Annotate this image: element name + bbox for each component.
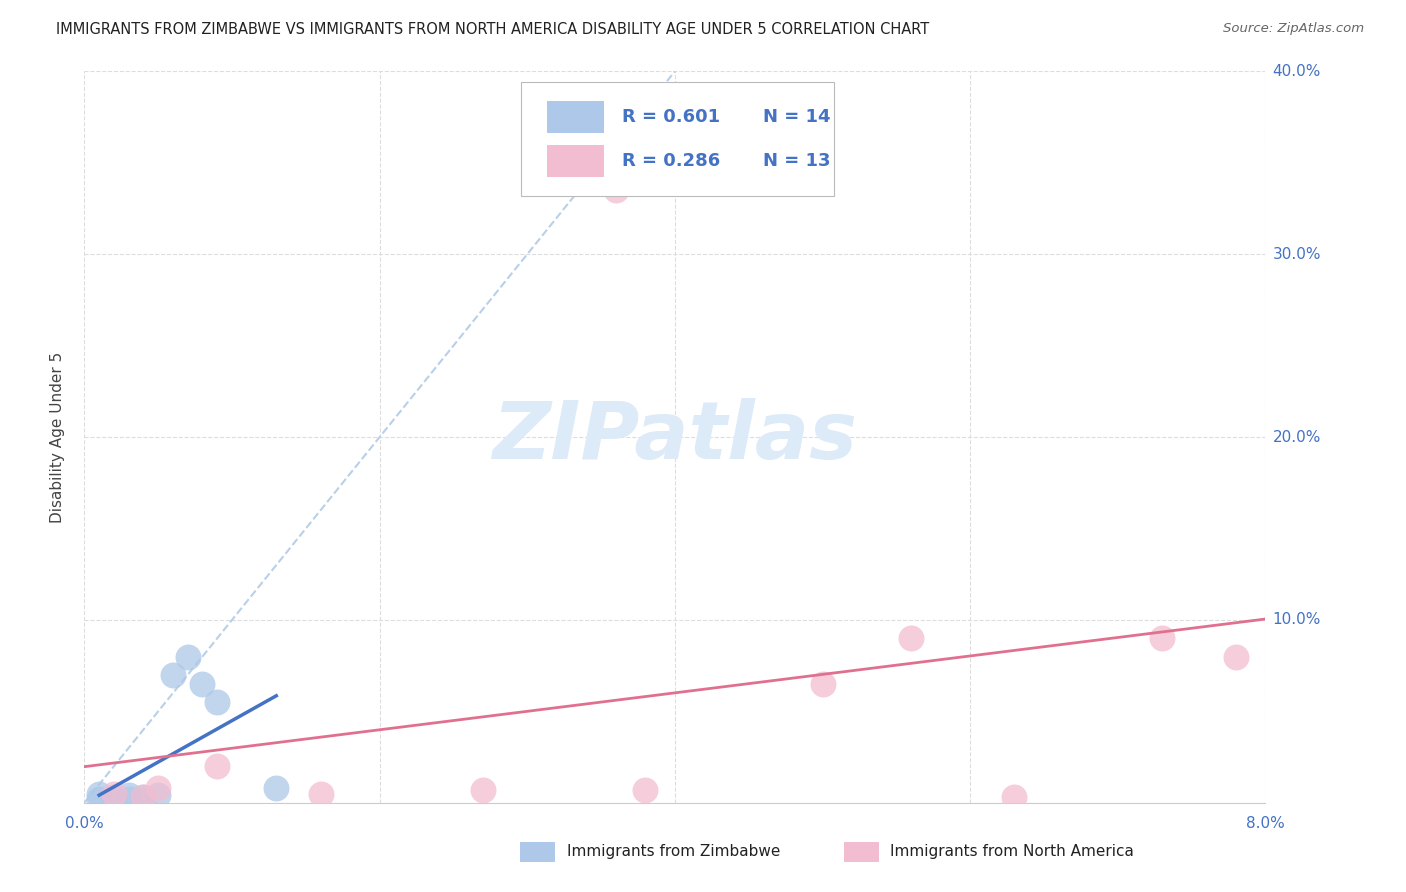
- Point: [148, 789, 170, 803]
- Point: [1004, 790, 1026, 805]
- Point: [132, 794, 155, 808]
- Point: [205, 695, 228, 709]
- Point: [472, 783, 495, 797]
- Point: [118, 792, 141, 806]
- Text: R = 0.286: R = 0.286: [621, 152, 720, 169]
- Text: N = 13: N = 13: [763, 152, 831, 169]
- Y-axis label: Disability Age Under 5: Disability Age Under 5: [51, 351, 65, 523]
- Point: [309, 787, 332, 801]
- Point: [148, 781, 170, 796]
- Text: 30.0%: 30.0%: [1272, 247, 1320, 261]
- Point: [87, 792, 111, 806]
- Text: 8.0%: 8.0%: [1246, 816, 1285, 831]
- Text: R = 0.601: R = 0.601: [621, 108, 720, 127]
- Point: [177, 649, 200, 664]
- Point: [811, 677, 834, 691]
- Point: [103, 787, 125, 801]
- Point: [264, 781, 288, 796]
- Point: [103, 790, 125, 805]
- Point: [87, 787, 111, 801]
- Text: 40.0%: 40.0%: [1272, 64, 1320, 78]
- Text: 20.0%: 20.0%: [1272, 430, 1320, 444]
- Text: 10.0%: 10.0%: [1272, 613, 1320, 627]
- Point: [605, 183, 627, 197]
- Text: Immigrants from North America: Immigrants from North America: [890, 845, 1133, 859]
- Point: [634, 783, 657, 797]
- Point: [132, 790, 155, 805]
- FancyBboxPatch shape: [547, 102, 605, 133]
- Point: [205, 759, 228, 773]
- FancyBboxPatch shape: [522, 82, 834, 195]
- Text: 0.0%: 0.0%: [65, 816, 104, 831]
- Text: N = 14: N = 14: [763, 108, 831, 127]
- Point: [103, 794, 125, 808]
- Point: [118, 789, 141, 803]
- Point: [132, 790, 155, 805]
- Point: [162, 667, 184, 681]
- Text: ZIPatlas: ZIPatlas: [492, 398, 858, 476]
- Point: [191, 677, 214, 691]
- Point: [1150, 632, 1173, 646]
- Text: Immigrants from Zimbabwe: Immigrants from Zimbabwe: [567, 845, 780, 859]
- Text: IMMIGRANTS FROM ZIMBABWE VS IMMIGRANTS FROM NORTH AMERICA DISABILITY AGE UNDER 5: IMMIGRANTS FROM ZIMBABWE VS IMMIGRANTS F…: [56, 22, 929, 37]
- Point: [1225, 649, 1247, 664]
- Text: Source: ZipAtlas.com: Source: ZipAtlas.com: [1223, 22, 1364, 36]
- Point: [900, 632, 922, 646]
- FancyBboxPatch shape: [547, 145, 605, 177]
